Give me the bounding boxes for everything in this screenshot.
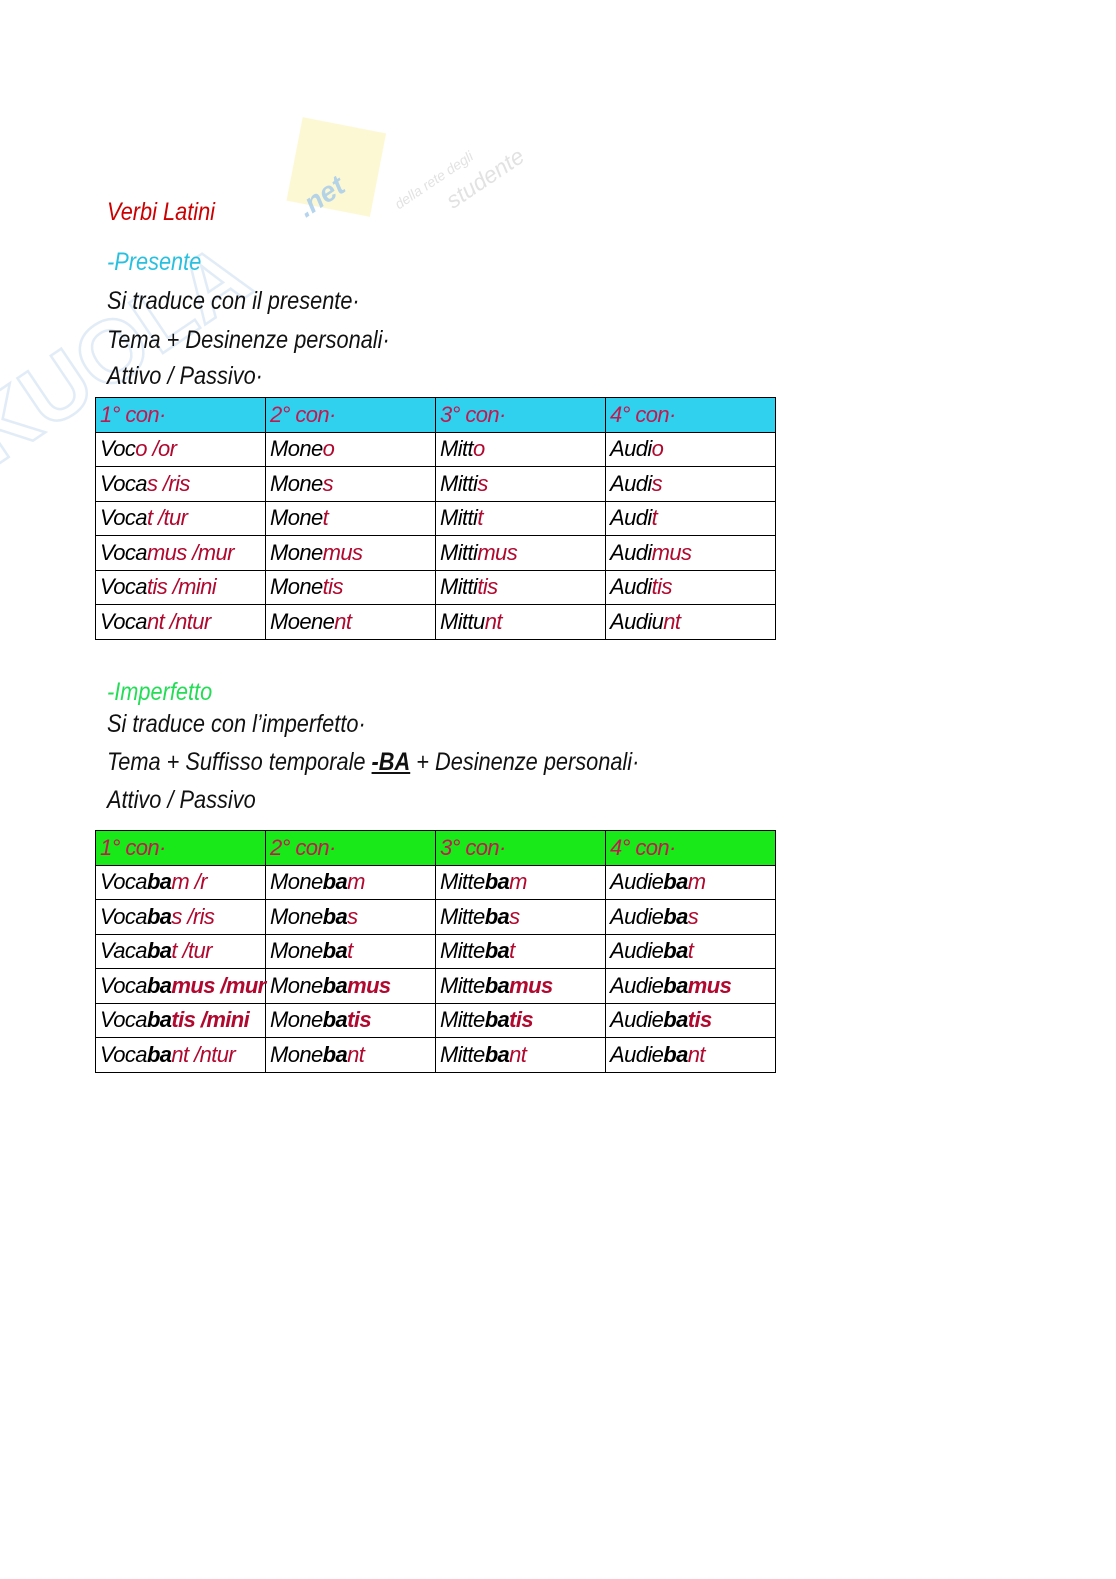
svg-text:studente: studente <box>441 143 529 214</box>
